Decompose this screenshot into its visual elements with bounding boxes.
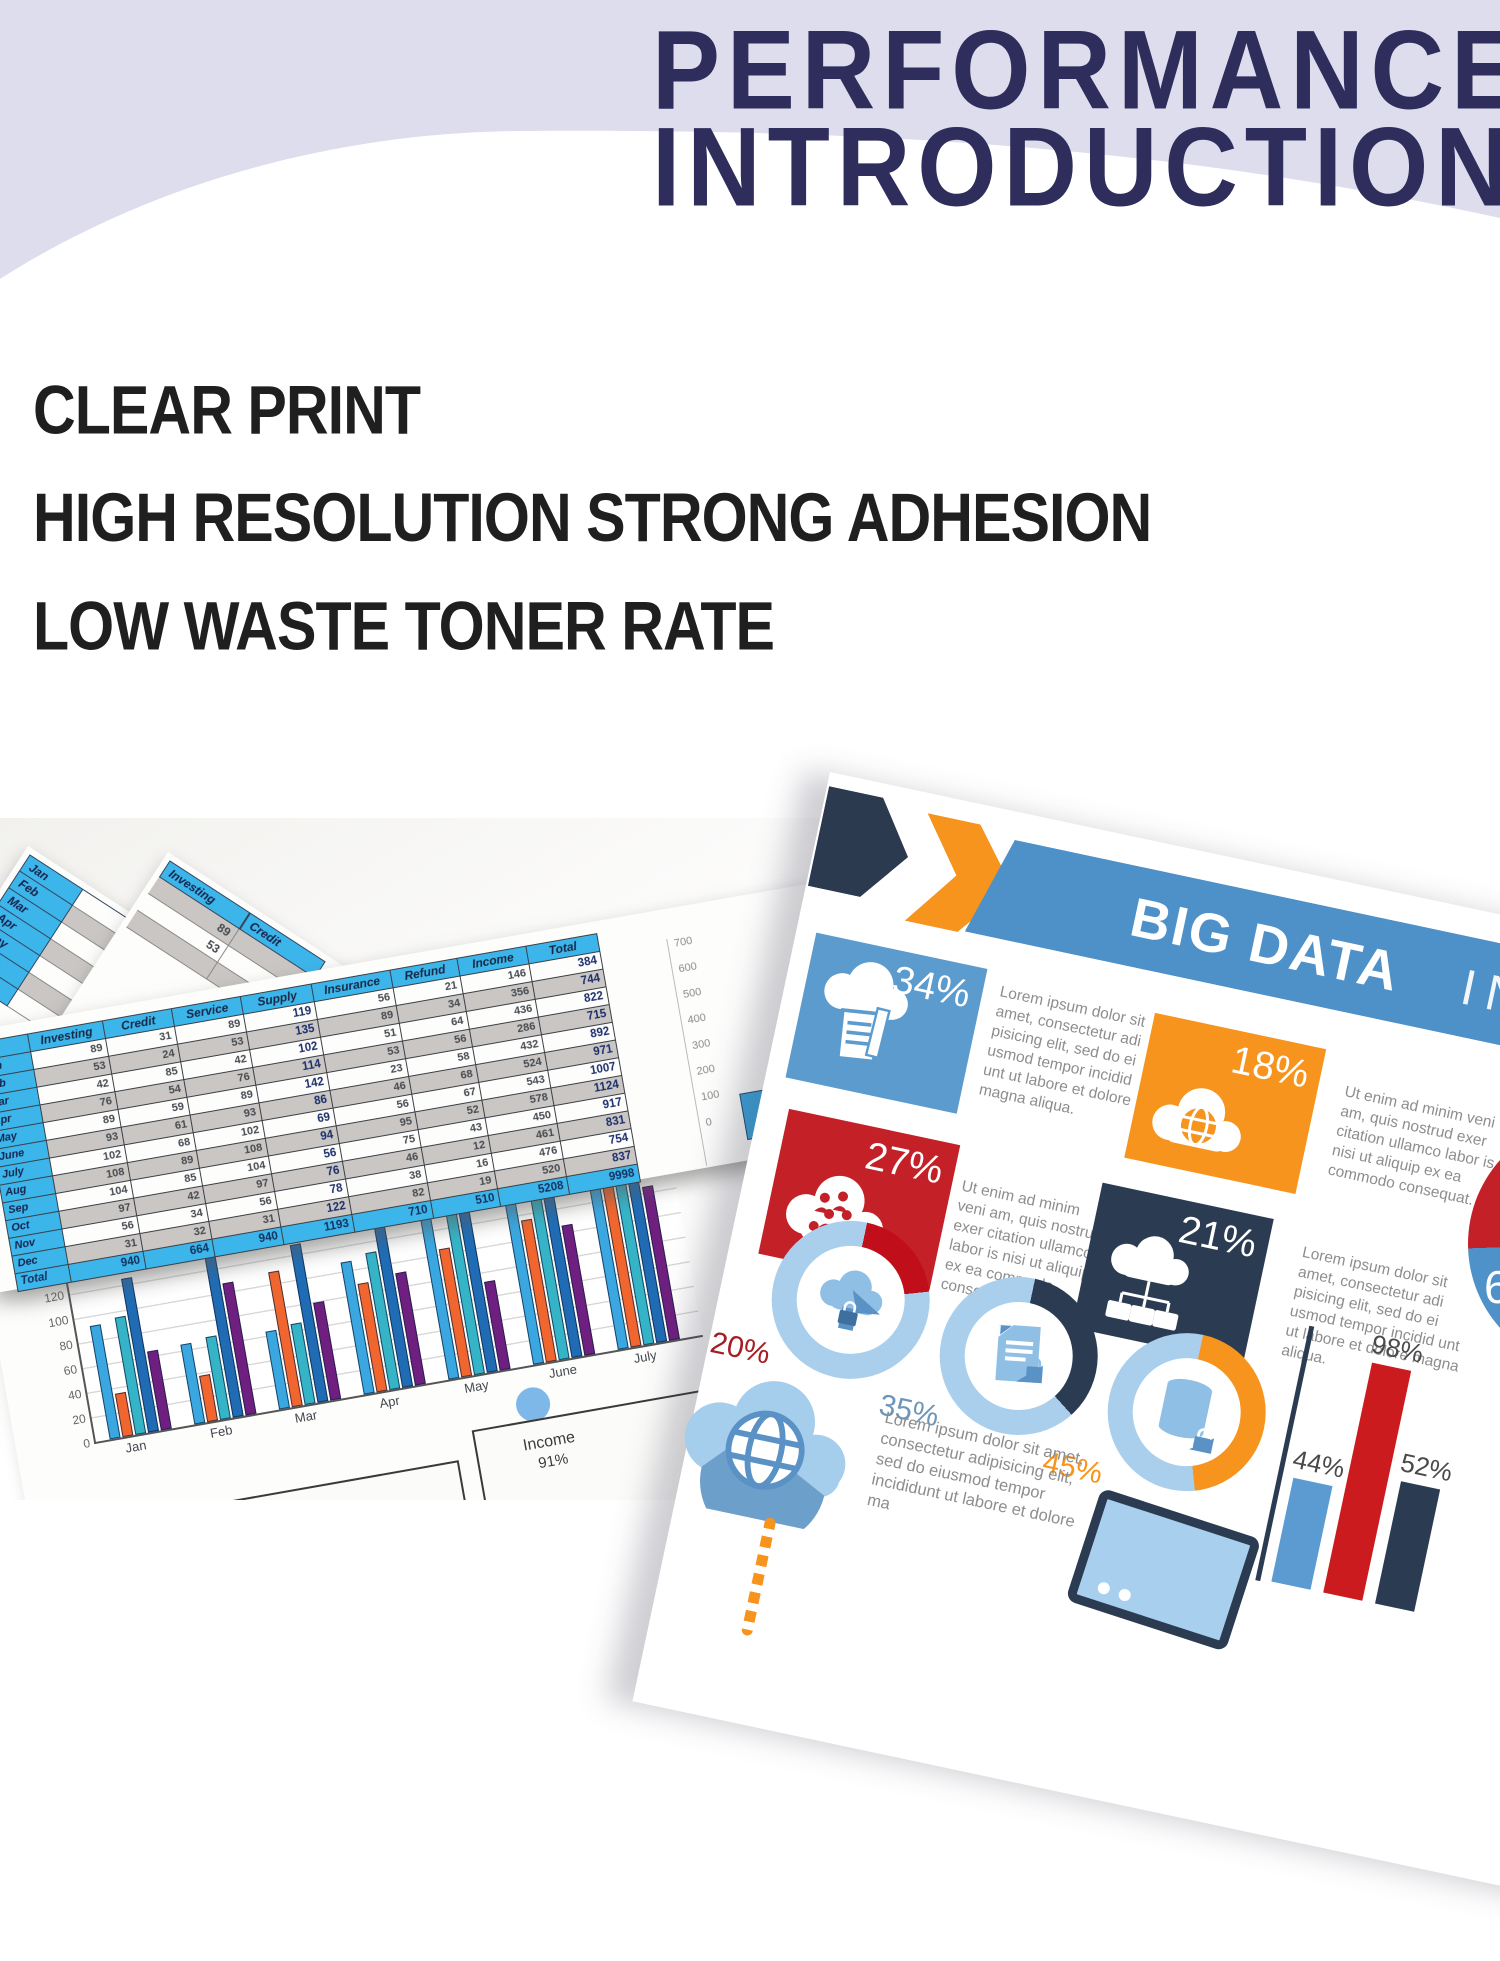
cloud-globe-icon	[1152, 1088, 1241, 1152]
pie-label: 6	[1484, 1261, 1500, 1313]
percent-bar	[1271, 1478, 1333, 1590]
pentagon-shape	[808, 786, 919, 905]
stat-block-18: 18%	[1124, 1012, 1327, 1194]
bar-group	[251, 1241, 342, 1410]
infographic-bottom-text: Lorem ipsum dolor sit amet, consectetur …	[865, 1408, 1086, 1532]
document-lock-icon	[995, 1324, 1043, 1384]
feature-line: LOW WASTE TONER RATE	[33, 587, 775, 664]
percent-bar	[1375, 1481, 1441, 1612]
feature-list: CLEAR PRINT HIGH RESOLUTION STRONG ADHES…	[33, 356, 1152, 680]
dotted-connector-line	[740, 1516, 777, 1637]
database-lock-icon	[1156, 1376, 1215, 1454]
monitor-icon	[1065, 1487, 1262, 1652]
bar-group	[83, 1275, 172, 1440]
big-data-infographic: BIG DATA INFOGRAPHIC 34% Lorem ipsum dol…	[632, 772, 1500, 1961]
donut-chart-45	[1093, 1318, 1281, 1506]
donut-chart-35	[925, 1262, 1113, 1450]
banner-subtitle: INFOGRAPHIC	[1456, 958, 1500, 1111]
page-title-line2: INTRODUCTION	[652, 105, 1500, 231]
photo-empty-box	[90, 1460, 482, 1500]
stat-block-34: 34%	[785, 932, 988, 1114]
feature-line: CLEAR PRINT	[33, 371, 421, 448]
page-title-line1: PERFORMANCE	[652, 7, 1500, 134]
banner-title: BIG DATA	[1125, 885, 1406, 1004]
feature-line: HIGH RESOLUTION STRONG ADHESION	[33, 479, 1152, 556]
stat-block-21: 21%	[1071, 1182, 1274, 1364]
cloud-network-icon	[1105, 1236, 1189, 1331]
stat-text: Ut enim ad minim veni am, quis nostrud e…	[1326, 1083, 1497, 1209]
top-wave-shape	[0, 0, 1500, 279]
donut-chart-20	[757, 1206, 945, 1394]
page-title: PERFORMANCE INTRODUCTION	[652, 7, 1500, 231]
cloud-document-icon	[824, 962, 908, 1064]
stat-text: Lorem ipsum dolor sit amet, consectetur …	[977, 983, 1147, 1119]
cloud-lock-icon	[820, 1270, 883, 1331]
